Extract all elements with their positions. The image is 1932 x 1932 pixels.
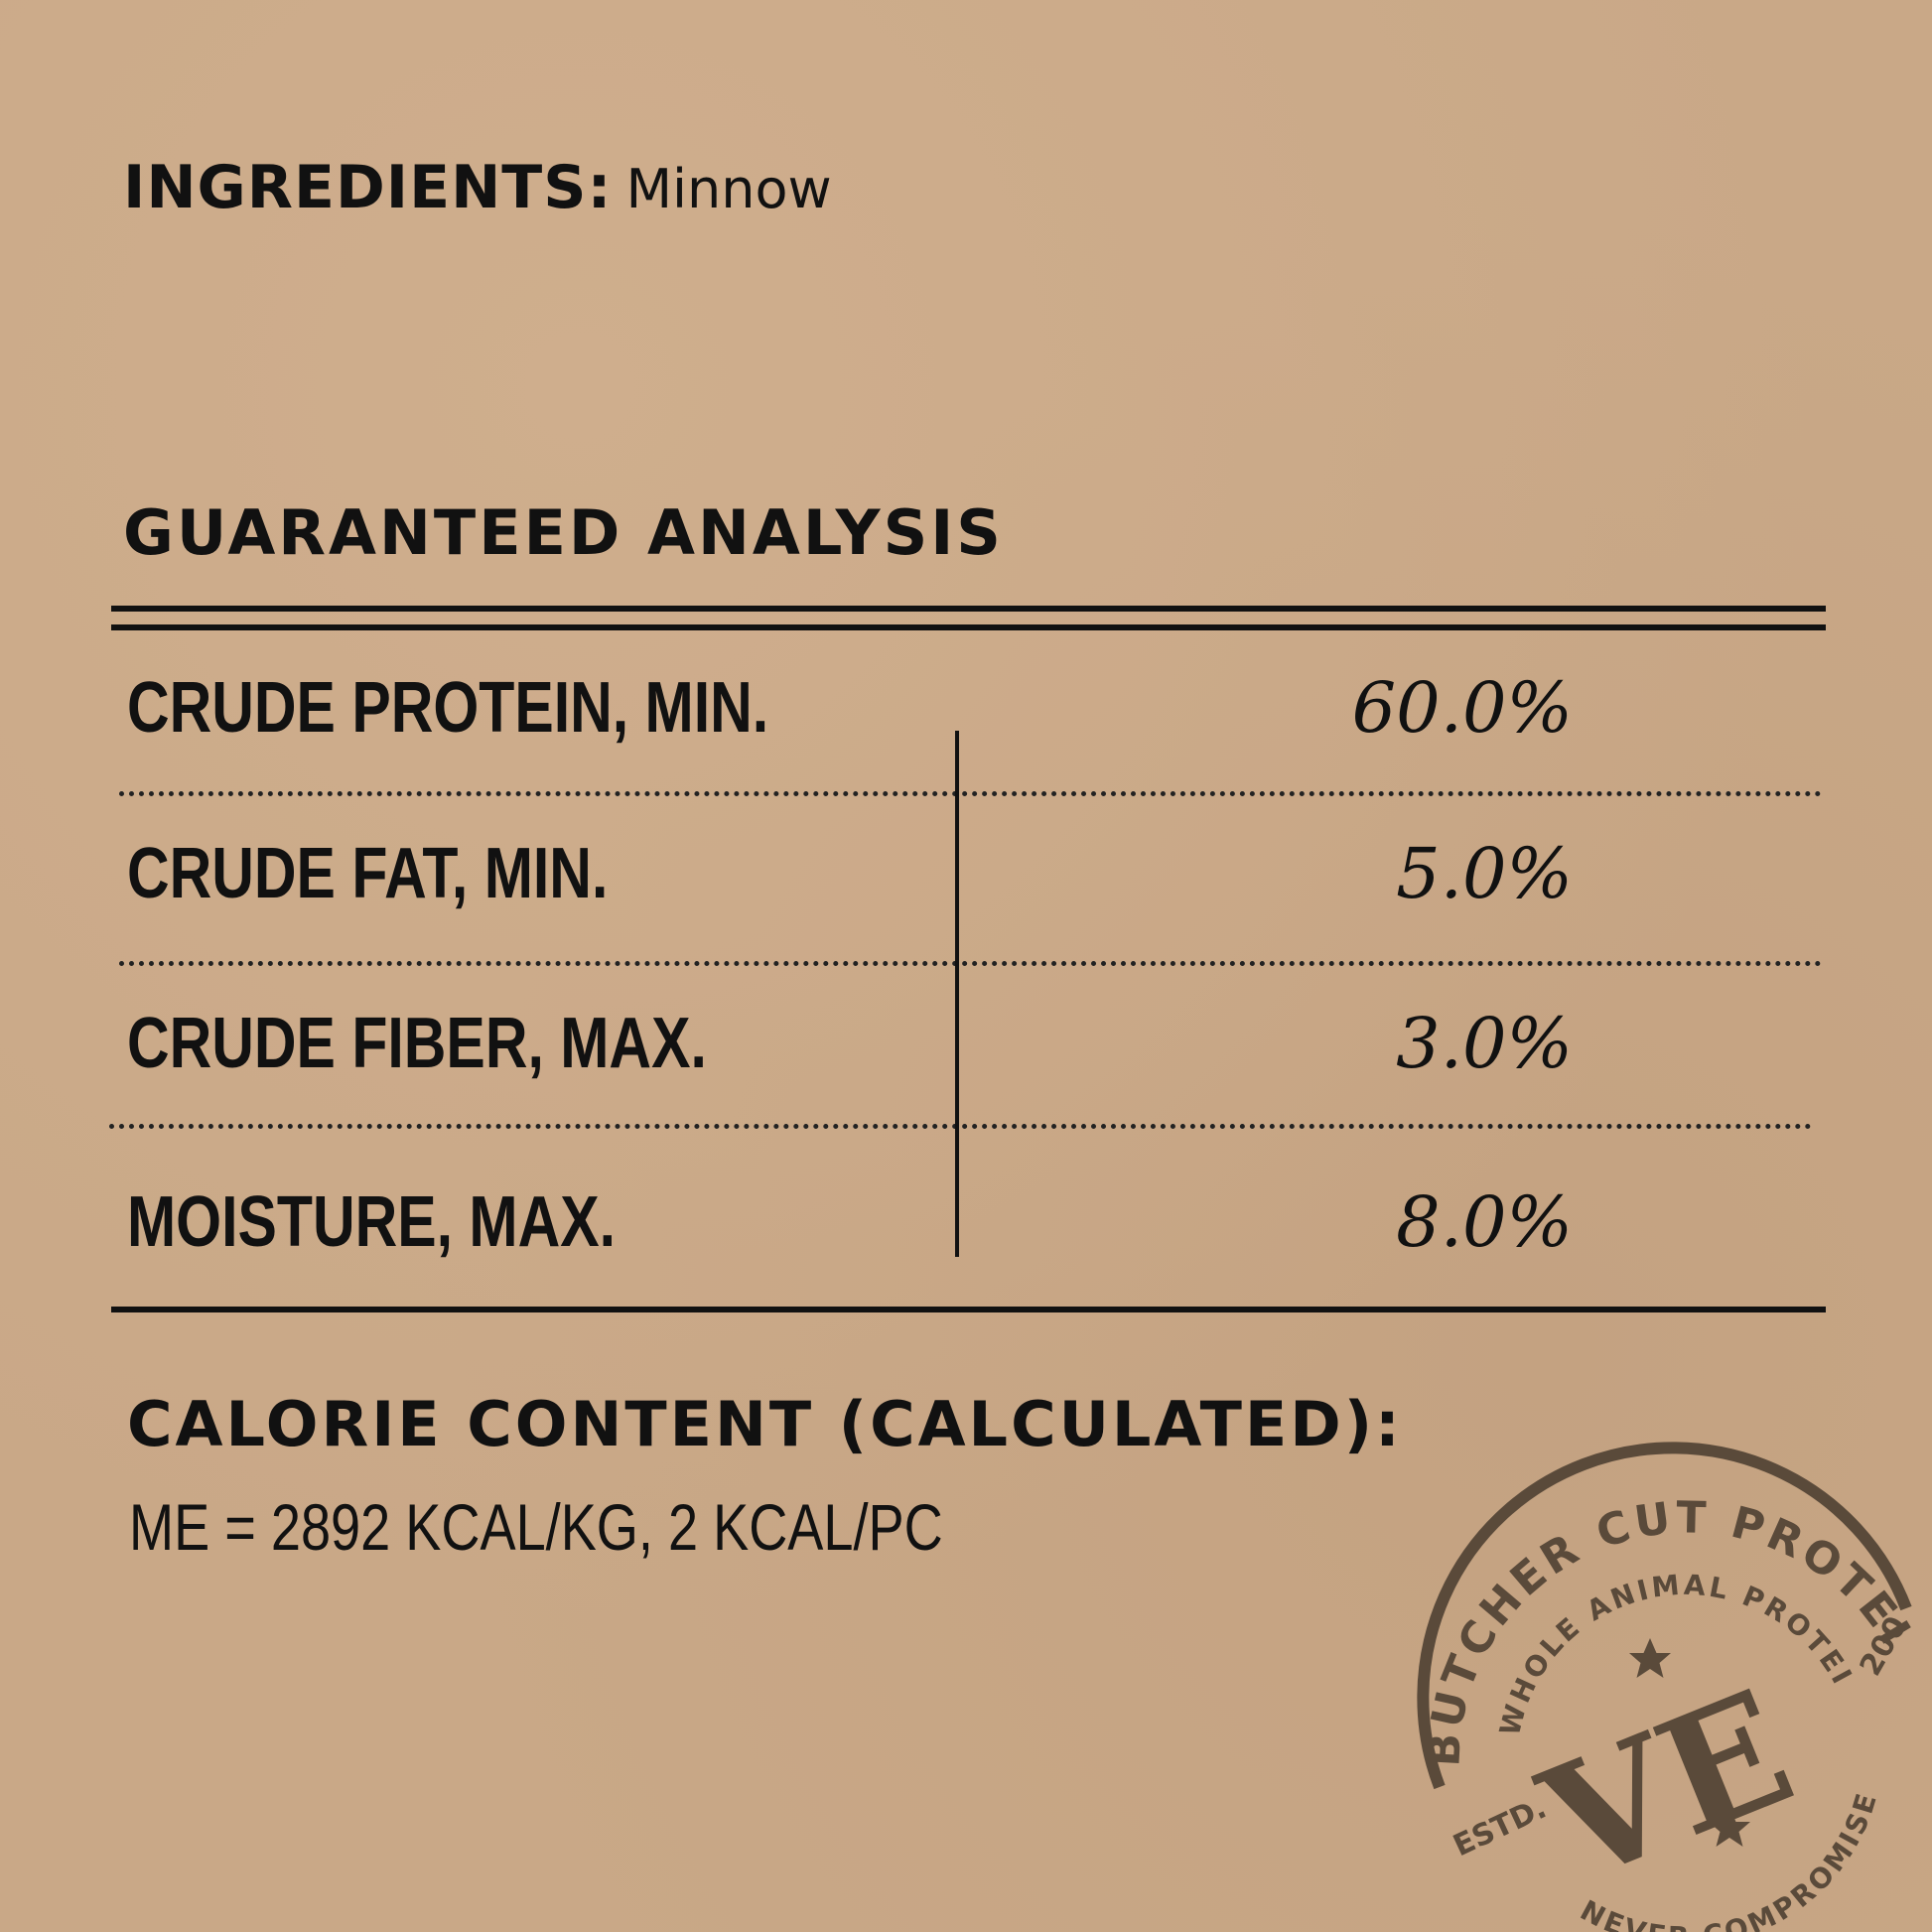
row-label: MOISTURE, MAX. [127, 1182, 617, 1262]
row-value: 3.0% [1396, 1003, 1573, 1084]
divider [111, 624, 1826, 630]
row-label: CRUDE FAT, MIN. [127, 834, 609, 913]
divider [111, 606, 1826, 612]
row-value: 60.0% [1351, 667, 1573, 749]
column-divider [955, 731, 959, 1257]
analysis-title: GUARANTEED ANALYSIS [123, 496, 1004, 569]
calorie-value: ME = 2892 KCAL/KG, 2 KCAL/PC [129, 1490, 943, 1564]
dotted-divider [119, 791, 1822, 796]
dotted-divider [109, 1124, 1812, 1129]
calorie-title: CALORIE CONTENT (CALCULATED): [127, 1388, 1403, 1460]
row-label: CRUDE PROTEIN, MIN. [127, 668, 769, 748]
ingredients-value: Minnow [625, 158, 832, 220]
dotted-divider [119, 961, 1822, 966]
row-value: 8.0% [1396, 1181, 1573, 1263]
ingredients-line: INGREDIENTS: Minnow [123, 149, 832, 222]
row-value: 5.0% [1396, 833, 1573, 914]
brand-stamp-logo [1380, 1440, 1932, 1932]
ingredients-label: INGREDIENTS: [123, 153, 613, 222]
row-label: CRUDE FIBER, MAX. [127, 1004, 707, 1083]
divider [111, 1307, 1826, 1312]
